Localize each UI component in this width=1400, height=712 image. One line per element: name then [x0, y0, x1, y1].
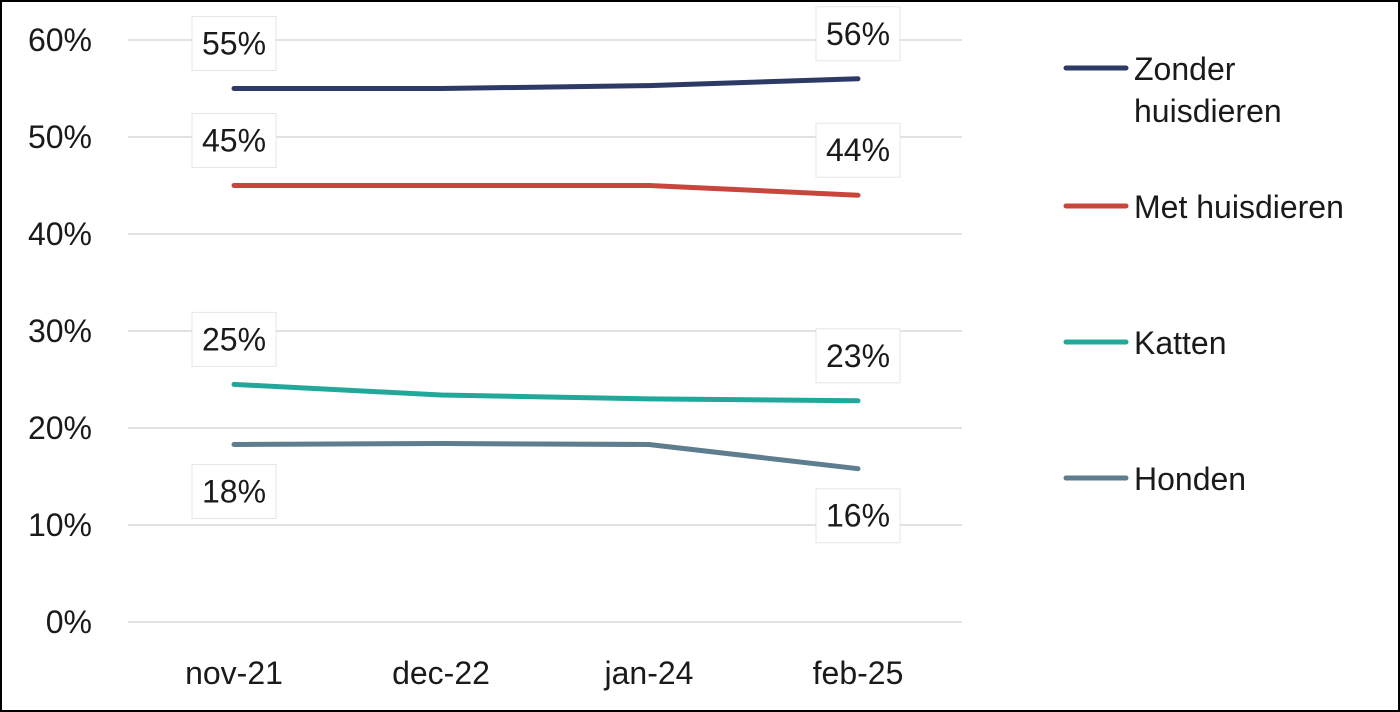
y-tick-label: 40%	[28, 216, 92, 252]
data-label: 18%	[191, 463, 277, 519]
series-line	[231, 441, 861, 472]
data-label-text: 23%	[826, 338, 890, 374]
y-axis: 0% 10% 20% 30% 40% 50% 60%	[28, 22, 92, 640]
data-label-box	[191, 16, 277, 71]
y-tick-label: 0%	[46, 604, 92, 640]
x-tick-label: feb-25	[813, 655, 904, 691]
data-label-text: 55%	[202, 26, 266, 62]
data-labels: 55% 56% 45% 44% 25% 23% 18% 16%	[191, 6, 901, 544]
legend-label: huisdieren	[1134, 93, 1282, 129]
data-label: 16%	[815, 488, 901, 544]
legend-item: Zonder huisdieren	[1063, 51, 1282, 129]
x-tick-label: jan-24	[604, 655, 694, 691]
legend-item: Met huisdieren	[1063, 189, 1344, 225]
y-tick-label: 20%	[28, 410, 92, 446]
data-label-text: 16%	[826, 498, 890, 534]
data-label: 44%	[815, 122, 901, 178]
legend-label: Met huisdieren	[1134, 189, 1344, 225]
x-axis: nov-21 dec-22 jan-24 feb-25	[185, 655, 903, 691]
legend-item: Honden	[1063, 461, 1246, 497]
series-line	[231, 381, 861, 404]
data-label-text: 18%	[202, 473, 266, 509]
data-label: 55%	[191, 16, 277, 71]
series-line	[231, 183, 861, 198]
data-label: 56%	[815, 6, 901, 62]
data-label-box	[191, 113, 277, 168]
legend-item: Katten	[1063, 325, 1227, 361]
y-tick-label: 50%	[28, 119, 92, 155]
y-tick-label: 30%	[28, 313, 92, 349]
y-tick-label: 60%	[28, 22, 92, 58]
series-line	[231, 76, 861, 91]
legend-label: Zonder	[1134, 51, 1236, 87]
legend: Zonder huisdieren Met huisdieren Katten Hond…	[1063, 51, 1344, 497]
legend-label: Katten	[1134, 325, 1227, 361]
data-label-box	[191, 463, 277, 519]
x-tick-label: nov-21	[185, 655, 283, 691]
data-label-text: 25%	[202, 321, 266, 357]
y-tick-label: 10%	[28, 507, 92, 543]
data-label-text: 56%	[826, 16, 890, 52]
data-label-box	[815, 488, 901, 544]
data-label-box	[815, 328, 901, 384]
data-label: 25%	[191, 311, 277, 367]
data-label-box	[191, 311, 277, 367]
data-label: 45%	[191, 113, 277, 168]
data-label: 23%	[815, 328, 901, 384]
data-label-text: 45%	[202, 123, 266, 159]
legend-label: Honden	[1134, 461, 1246, 497]
data-label-box	[815, 122, 901, 178]
data-label-box	[815, 6, 901, 62]
series-lines	[231, 76, 861, 472]
x-tick-label: dec-22	[392, 655, 490, 691]
data-label-text: 44%	[826, 132, 890, 168]
